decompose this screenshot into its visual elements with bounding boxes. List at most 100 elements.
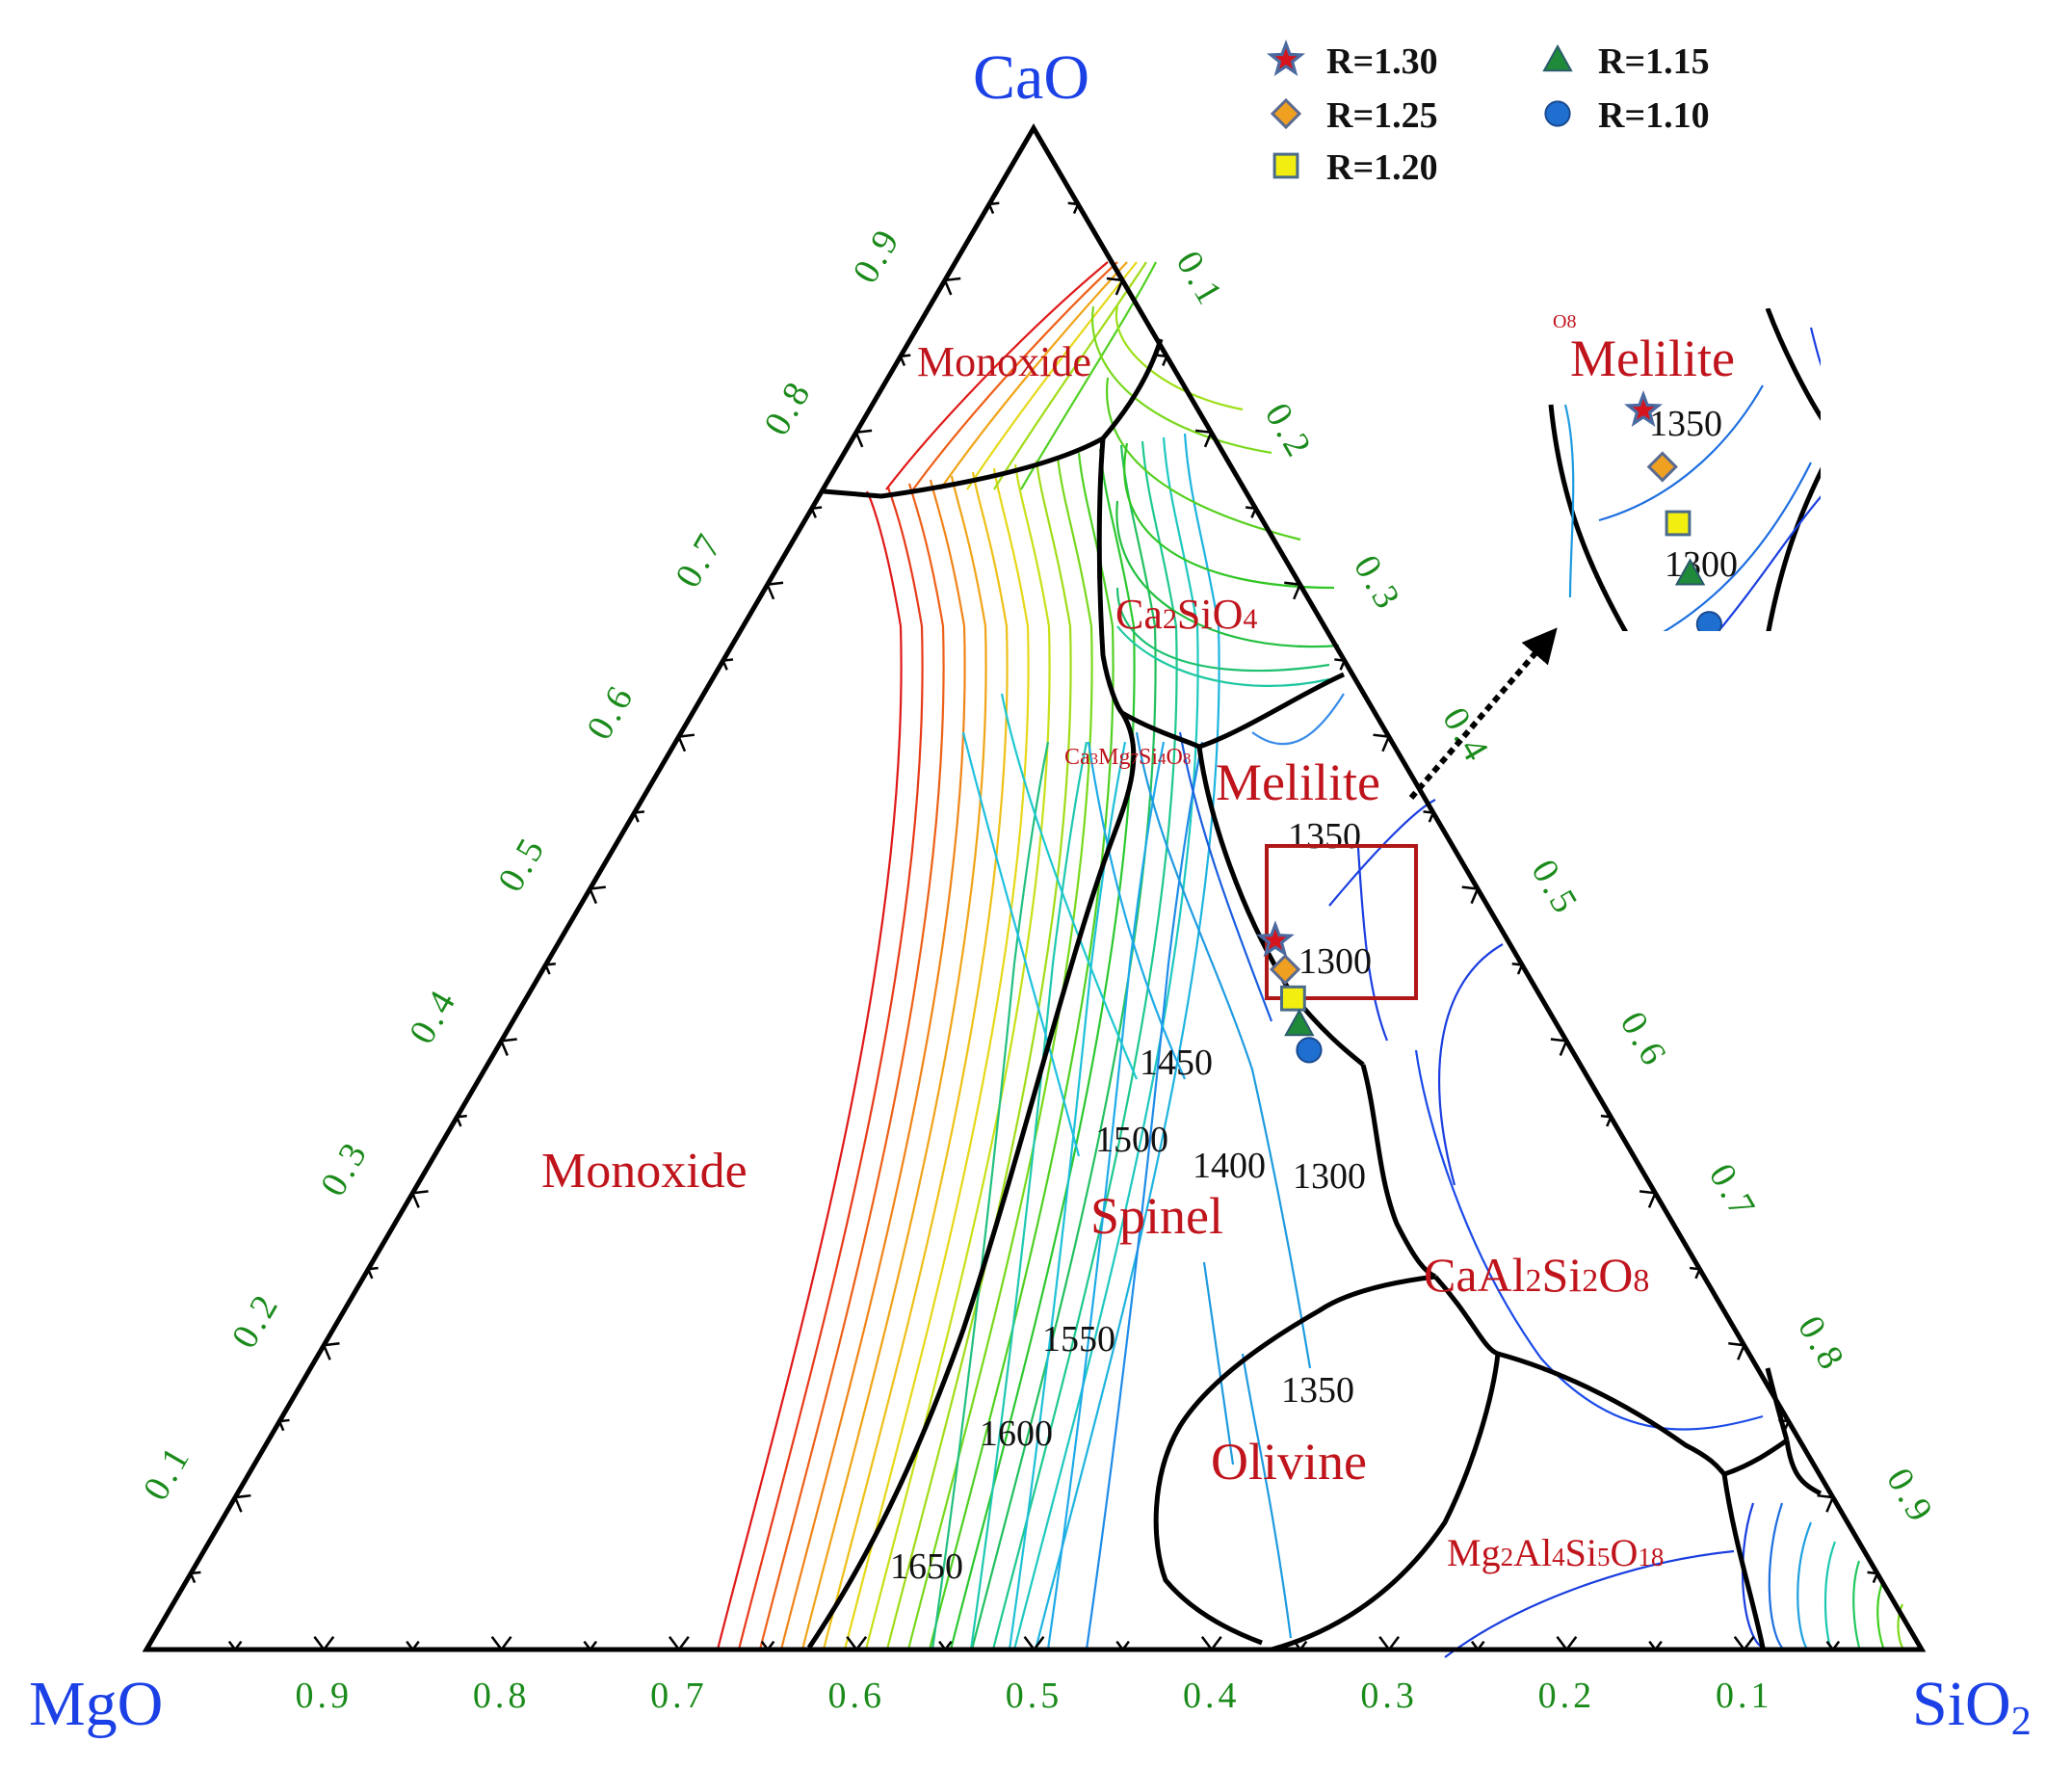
- axis-tick: [899, 354, 911, 366]
- axis-tick: [1156, 354, 1169, 366]
- bottom-tick-label: 0.5: [1006, 1676, 1063, 1716]
- axis-tick: [410, 1190, 429, 1208]
- left-tick-label: 0.6: [579, 676, 643, 747]
- inset-point-0-core: [1632, 399, 1655, 420]
- inset-point-1: [1646, 451, 1678, 483]
- composition-point-3: [1284, 1008, 1315, 1037]
- right-tick-label: 0.2: [1257, 397, 1321, 467]
- phase-label-caal2si2o8: CaAl2Si2O8: [1424, 1248, 1649, 1302]
- inset-points: [1624, 390, 1722, 631]
- axis-tick: [233, 1493, 251, 1513]
- axis-tick: [1200, 1636, 1222, 1652]
- isotherm-line: [1034, 433, 1220, 1650]
- axis-tick: [1115, 1640, 1130, 1652]
- bottom-tick-label: 0.7: [650, 1676, 708, 1716]
- bottom-tick-label: 0.4: [1183, 1676, 1241, 1716]
- axis-tick: [1378, 1636, 1400, 1652]
- isotherm-line: [912, 261, 1118, 490]
- composition-point-4: [1296, 1037, 1323, 1064]
- isotherm-label-1550: 1550: [1042, 1319, 1115, 1360]
- phase-label-ca3mg7si4o8: Ca3Mg7Si4O8: [1064, 745, 1191, 770]
- vertex-label-sio2: SiO2: [1912, 1669, 2032, 1744]
- axis-tick: [1733, 1636, 1755, 1652]
- left-tick-label: 0.4: [402, 981, 465, 1051]
- axis-tick: [987, 201, 1000, 215]
- inset-point-4: [1695, 611, 1722, 631]
- right-tick-label: 0.6: [1613, 1005, 1676, 1075]
- axis-tick: [1639, 1190, 1658, 1208]
- legend-label-3: R=1.15: [1598, 41, 1710, 82]
- axis-tick: [1284, 581, 1302, 600]
- axis-tick: [1334, 658, 1347, 671]
- axis-tick: [1689, 1266, 1702, 1280]
- isotherm-label-1400: 1400: [1193, 1146, 1266, 1186]
- axis-tick: [1648, 1640, 1663, 1652]
- axis-tick: [1550, 1038, 1569, 1056]
- bottom-tick-label: 0.9: [296, 1676, 354, 1716]
- vertex-label-cao: CaO: [973, 42, 1089, 113]
- axis-tick: [1423, 810, 1435, 823]
- axis-tick: [189, 1571, 201, 1584]
- isotherm-line: [949, 448, 1136, 1650]
- isotherm-line: [885, 460, 1072, 1650]
- phase-boundaries: [806, 338, 1823, 1652]
- tick-labels: 0.9 0.8 0.7 0.6 0.5 0.4 0.3 0.2 0.1 0.1 0.2 0.3 0.4 0…: [136, 221, 1943, 1716]
- axis-tick: [588, 885, 606, 905]
- isotherm-label-1300-main: 1300: [1298, 941, 1372, 982]
- axis-tick: [277, 1418, 290, 1432]
- left-tick-label: 0.8: [756, 373, 820, 443]
- right-tick-label: 0.7: [1701, 1157, 1765, 1228]
- isotherm-line: [800, 475, 987, 1650]
- isotherm-label-1600: 1600: [980, 1413, 1053, 1454]
- legend: R=1.30 R=1.25 R=1.20 R=1.15 R=1.10: [1267, 40, 1710, 188]
- axis-tick: [1778, 1418, 1791, 1432]
- legend-label-1: R=1.25: [1326, 95, 1438, 136]
- axis-tick: [1373, 733, 1391, 752]
- axis-tick: [543, 962, 556, 975]
- isotherm-label-1450: 1450: [1140, 1043, 1213, 1083]
- isotherm-line: [822, 471, 1009, 1650]
- axis-tick: [322, 1342, 340, 1360]
- axis-tick: [1825, 1640, 1841, 1652]
- phase-label-monoxide-top: Monoxide: [917, 338, 1091, 385]
- isotherm-line: [843, 467, 1030, 1650]
- axis-tick: [1461, 885, 1480, 905]
- ternary-frame: [142, 123, 1927, 1652]
- axis-tick: [809, 506, 823, 518]
- right-tick-label: 0.3: [1346, 548, 1409, 619]
- isotherm-line: [969, 741, 1088, 1650]
- zoom-box: [1265, 844, 1418, 1000]
- legend-marker-3: [1542, 43, 1573, 72]
- isotherm-line: [939, 261, 1128, 490]
- axis-tick: [853, 429, 873, 448]
- isotherm-line: [906, 456, 1093, 1650]
- axis-tick: [1470, 1640, 1485, 1652]
- axis-tick: [676, 733, 695, 752]
- isotherm-line: [864, 463, 1051, 1650]
- isotherm-line: [993, 261, 1147, 490]
- isotherm-label-1350-olivine: 1350: [1281, 1370, 1354, 1411]
- legend-marker-2: [1272, 152, 1299, 179]
- axis-tick: [1728, 1342, 1746, 1360]
- axis-tick: [760, 1640, 775, 1652]
- axis-tick: [499, 1038, 517, 1056]
- axis-tick: [1817, 1493, 1835, 1513]
- legend-label-2: R=1.20: [1326, 147, 1438, 188]
- axis-tick: [721, 658, 734, 671]
- isotherm-line: [885, 261, 1109, 490]
- isotherm-line: [1008, 741, 1127, 1650]
- right-tick-label: 0.9: [1878, 1462, 1942, 1532]
- phase-label-melilite: Melilite: [1216, 753, 1380, 811]
- phase-label-spinel: Spinel: [1090, 1187, 1223, 1245]
- axis-tick: [1245, 506, 1258, 518]
- axis-tick: [669, 1636, 690, 1652]
- isotherm-line: [991, 440, 1178, 1650]
- composition-point-1: [1269, 954, 1301, 986]
- axis-tick: [1293, 1640, 1308, 1652]
- bottom-tick-label: 0.8: [473, 1676, 531, 1716]
- right-tick-label: 0.1: [1168, 245, 1232, 315]
- isotherm-line: [779, 479, 966, 1650]
- axis-tick: [1600, 1114, 1613, 1127]
- composition-point-0-core: [1264, 929, 1287, 950]
